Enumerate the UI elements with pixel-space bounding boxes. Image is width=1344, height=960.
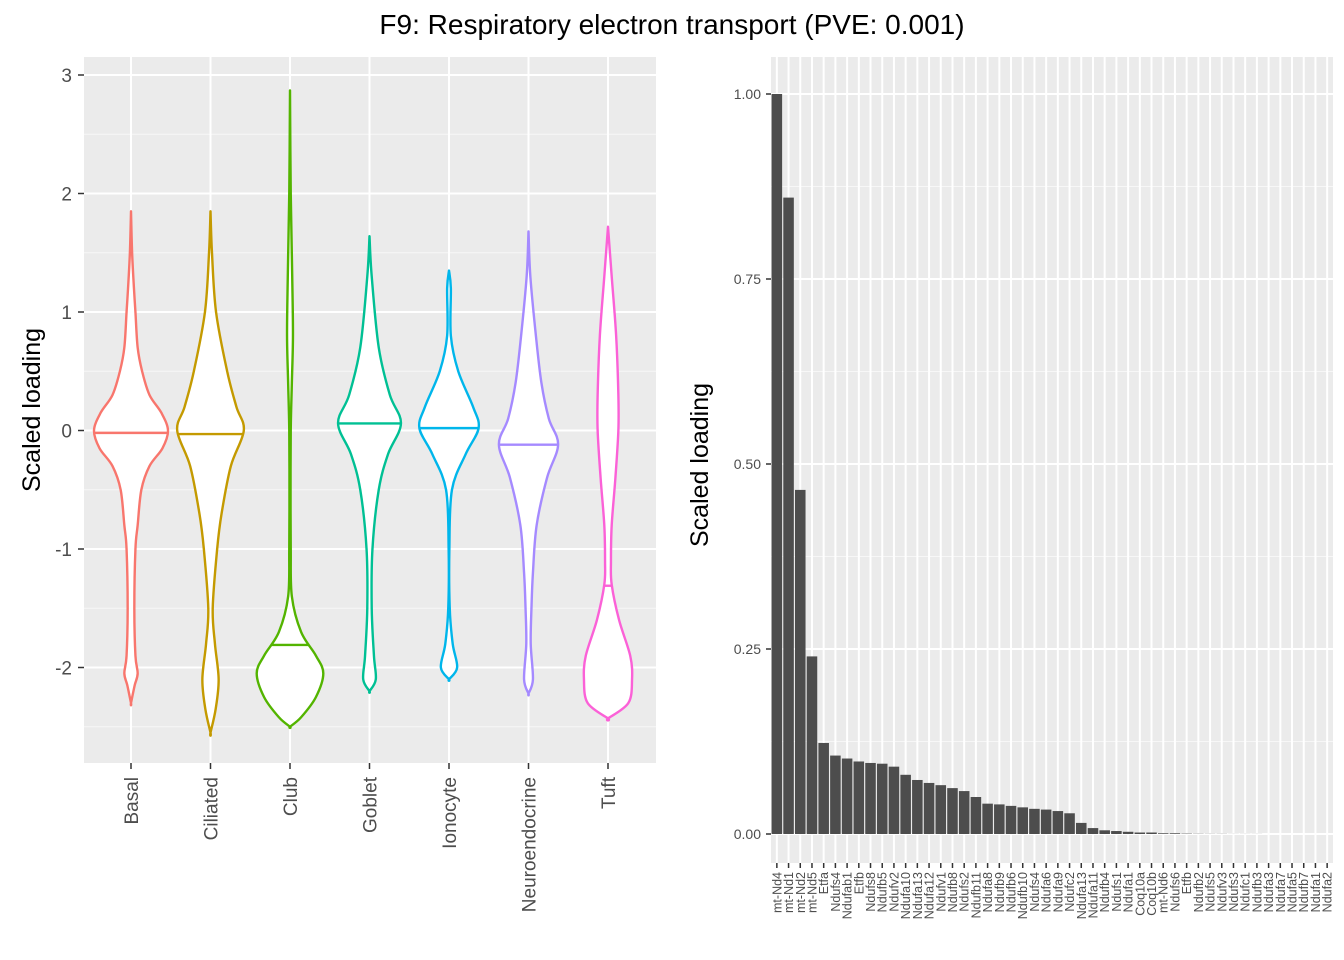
y-tick-label: 1	[61, 303, 72, 324]
bar-coq10b	[1146, 833, 1157, 834]
y-tick-label: -1	[55, 540, 72, 561]
bar-ndufa1	[1123, 832, 1134, 834]
y-tick-label: 0.75	[734, 271, 761, 287]
bar-mt-nd6	[1158, 833, 1169, 834]
bar-ndufa8	[982, 804, 993, 834]
violin-x-axis: Basal Ciliated Club Goblet Ionocyte Neuroendo…	[122, 763, 620, 912]
bar-etfb	[854, 761, 865, 834]
bar-ndufs2	[959, 791, 970, 834]
x-tick-label: Tuft	[599, 776, 620, 809]
bar-ndufb8	[947, 788, 958, 834]
bar-ndufa13	[912, 780, 923, 834]
bar-ndufs6	[1170, 833, 1181, 834]
bar-plot-background	[771, 57, 1333, 863]
x-tick-label: Club	[281, 777, 302, 816]
bar-coq10a	[1135, 833, 1146, 834]
bar-ndufa6	[1041, 810, 1052, 834]
bar-ndufb6	[1006, 806, 1017, 834]
bar-ndufb5	[877, 764, 888, 834]
y-tick-label: 0	[61, 422, 72, 443]
y-tick-label: 0.25	[734, 641, 761, 657]
bar-ndufb10	[1017, 807, 1028, 834]
bar-ndufs8	[865, 763, 876, 834]
bar-mt-nd5	[807, 656, 818, 834]
bar-y-axis: 0.00 0.25 0.50 0.75 1.00	[734, 86, 771, 842]
bar-ndufc2	[1064, 813, 1075, 834]
bar-ndufv2	[889, 767, 900, 834]
bar-mt-nd1	[783, 198, 794, 834]
bar-ndufab1	[842, 759, 853, 834]
violin-panel: -2 -1 0 1 2 3 Basal Ciliated Club Goblet Ionocyte…	[18, 57, 656, 912]
bar-x-axis: mt-Nd4mt-Nd1mt-Nd2mt-Nd5EtfaNdufs4Ndufab…	[770, 863, 1334, 919]
bar-ndufs4	[1029, 809, 1040, 834]
y-tick-label: 1.00	[734, 86, 761, 102]
x-tick-label: Ndufa2	[1321, 872, 1335, 912]
figure-title: F9: Respiratory electron transport (PVE:…	[379, 9, 964, 40]
violin-y-axis-title: Scaled loading	[18, 328, 46, 492]
y-tick-label: -2	[55, 659, 72, 680]
y-tick-label: 3	[61, 66, 72, 87]
bar-ndufa10	[900, 775, 911, 834]
bar-y-axis-title: Scaled loading	[686, 383, 714, 547]
violin-y-axis: -2 -1 0 1 2 3	[55, 66, 84, 680]
bar-ndufa13	[1076, 823, 1087, 834]
bar-ndufa9	[1053, 811, 1064, 834]
bar-ndufs4	[830, 756, 841, 834]
y-tick-label: 0.50	[734, 456, 761, 472]
bar-ndufb9	[994, 804, 1005, 834]
bar-ndufa12	[924, 783, 935, 834]
bar-ndufa11	[1088, 828, 1099, 834]
bar-ndufs1	[1111, 831, 1122, 834]
bar-ndufb4	[1099, 830, 1110, 834]
y-tick-label: 0.00	[734, 826, 761, 842]
bar-ndufb11	[971, 797, 982, 834]
bar-etfa	[818, 743, 829, 834]
x-tick-label: Ciliated	[202, 777, 223, 840]
x-tick-label: Ionocyte	[440, 777, 461, 849]
x-tick-label: Goblet	[361, 776, 382, 833]
y-tick-label: 2	[61, 185, 72, 206]
bar-mt-nd2	[795, 490, 806, 834]
x-tick-label: Neuroendocrine	[520, 777, 541, 912]
bar-panel: 0.00 0.25 0.50 0.75 1.00 mt-Nd4mt-Nd1mt-Nd2m…	[686, 57, 1335, 919]
x-tick-label: Basal	[122, 777, 143, 825]
bar-ndufv1	[936, 785, 947, 834]
bar-mt-nd4	[772, 94, 783, 834]
